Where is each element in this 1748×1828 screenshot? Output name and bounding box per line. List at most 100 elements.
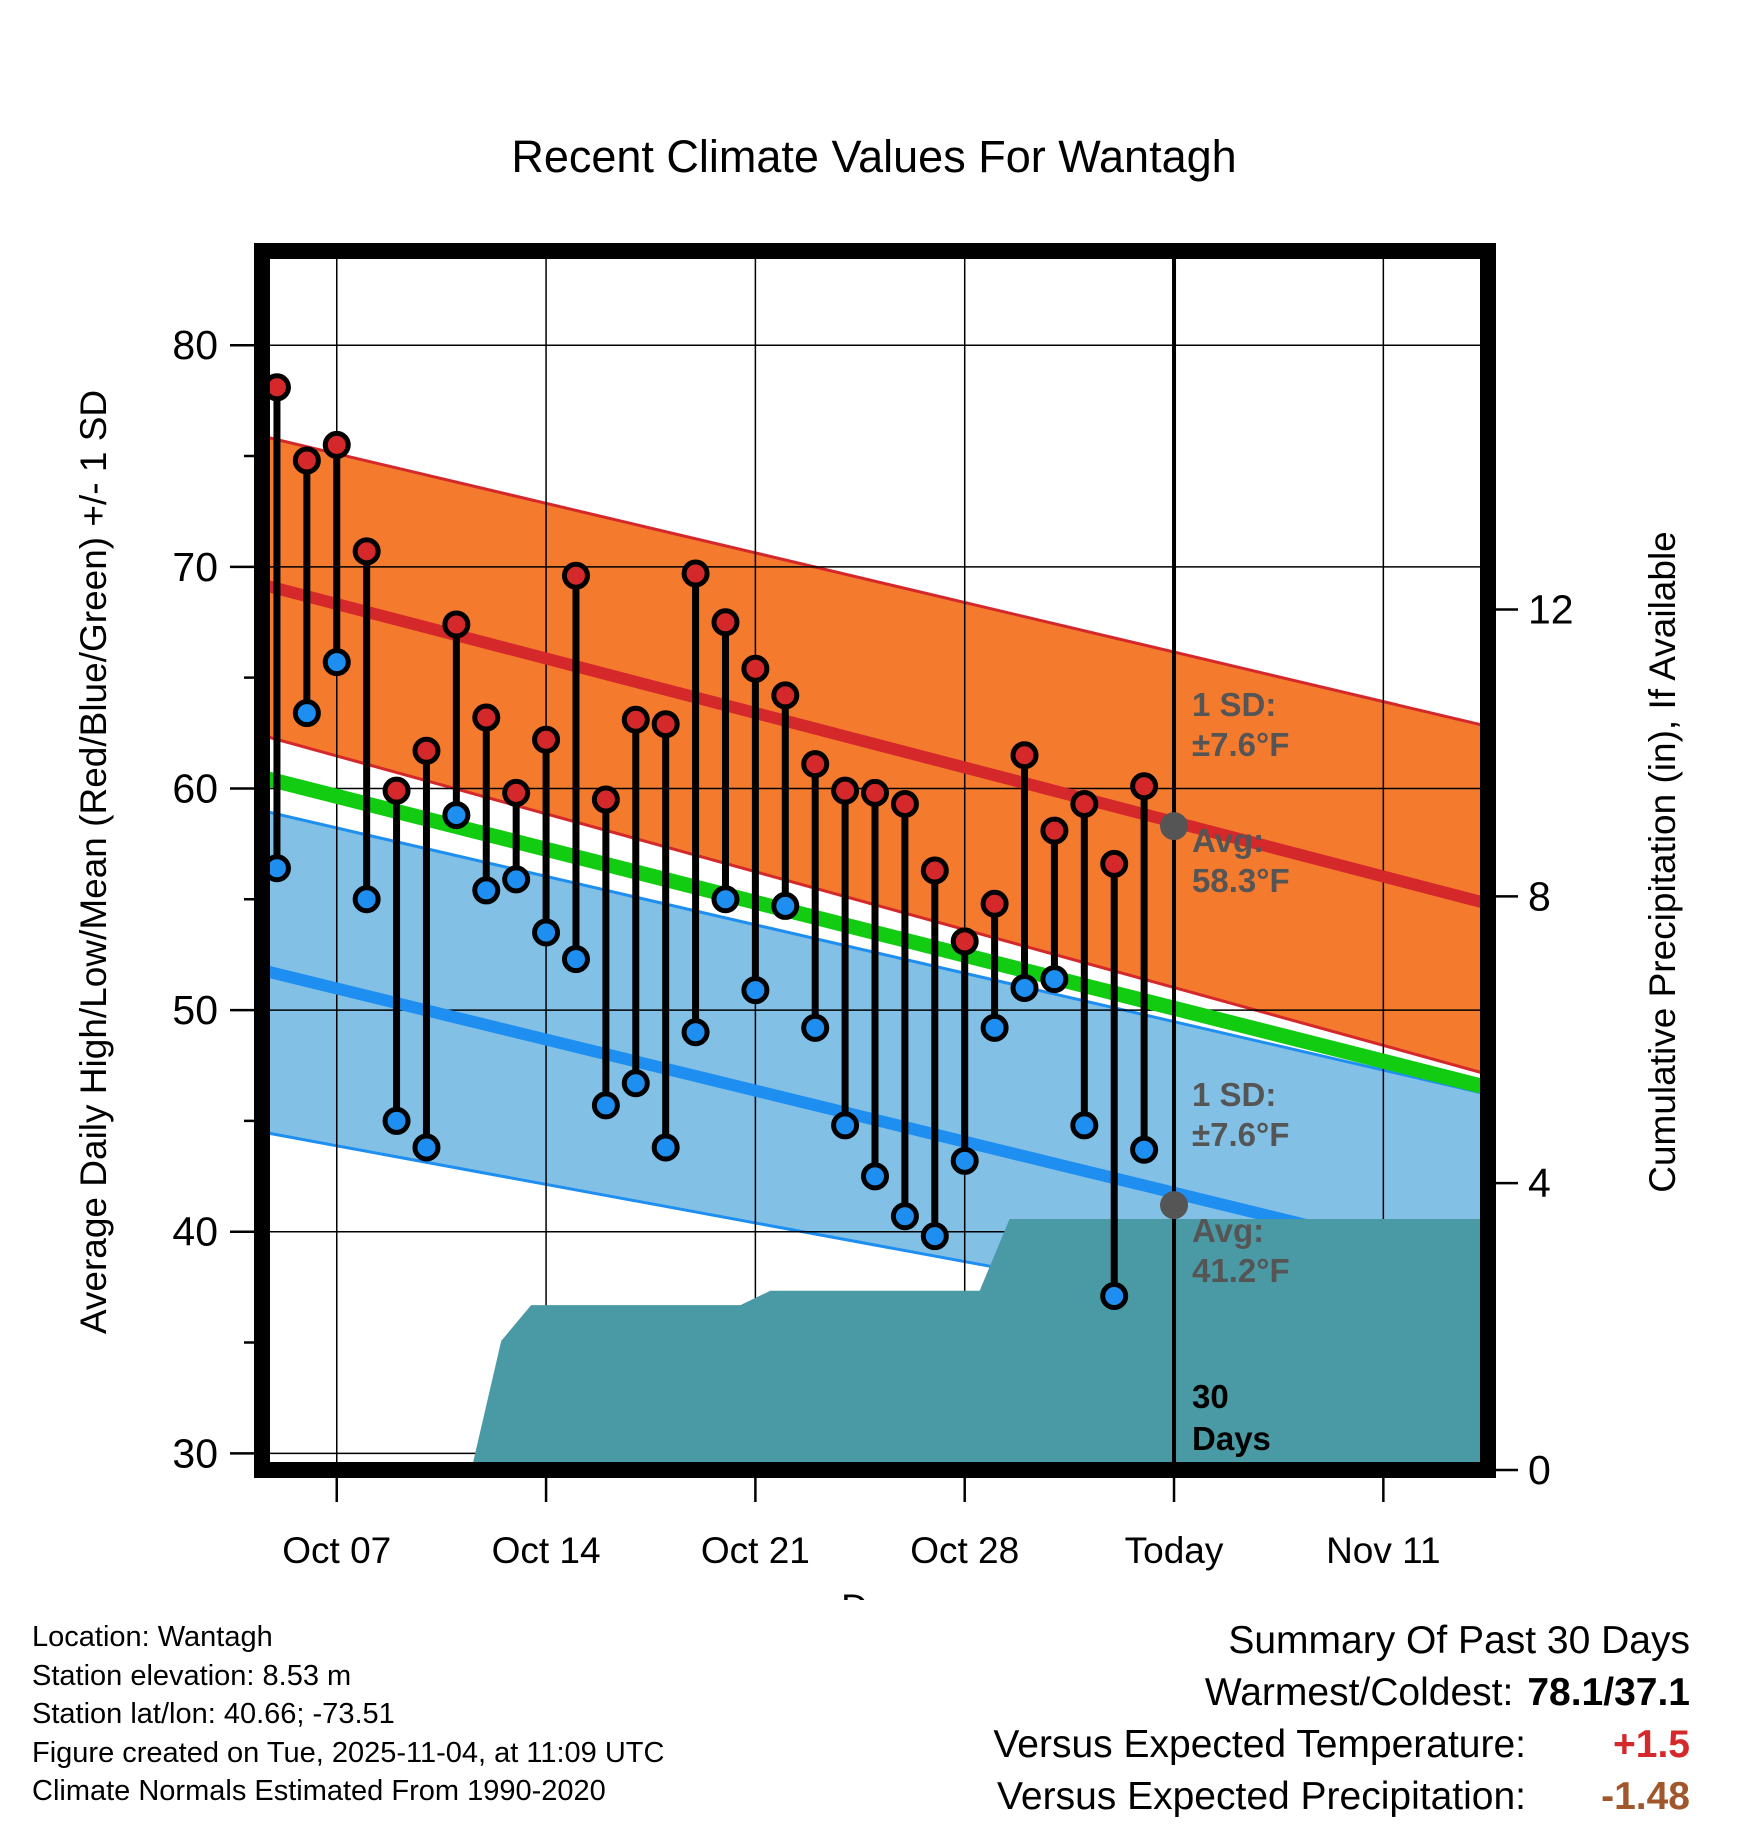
plot-frame — [254, 243, 1496, 1478]
y-tick-label: 50 — [172, 987, 218, 1033]
daily-high-dot — [292, 446, 321, 475]
daily-high-dot — [980, 889, 1009, 918]
daily-high-dot — [1070, 789, 1099, 818]
high-sd-upper-edge — [262, 434, 1488, 728]
y2-tick-label: 0 — [1528, 1447, 1551, 1493]
high-sd-band — [262, 436, 1488, 1075]
summary-precip-row: Versus Expected Precipitation: -1.48 — [993, 1771, 1690, 1823]
daily-low-dot — [771, 891, 800, 920]
daily-high-dot — [741, 654, 770, 683]
daily-low-dot — [591, 1091, 620, 1120]
low-avg-value: 41.2°F — [1192, 1252, 1290, 1289]
y2-tick-label: 8 — [1528, 873, 1551, 919]
temp-anomaly-value: +1.5 — [1613, 1723, 1690, 1766]
daily-low-dot — [352, 885, 381, 914]
station-info: Location: Wantagh Station elevation: 8.5… — [32, 1618, 664, 1811]
daily-low-dot — [502, 865, 531, 894]
daily-high-dot — [771, 681, 800, 710]
x-tick-label: Oct 21 — [701, 1530, 810, 1571]
summary-heading: Summary Of Past 30 Days — [1228, 1619, 1690, 1662]
window-days-number: 30 — [1192, 1378, 1229, 1415]
high-normal-line — [262, 578, 1488, 910]
precip-anomaly-value: -1.48 — [1601, 1775, 1690, 1818]
daily-low-dot — [442, 801, 471, 830]
daily-high-dot — [1040, 816, 1069, 845]
daily-low-dot — [292, 699, 321, 728]
daily-high-dot — [831, 776, 860, 805]
daily-low-dot — [920, 1222, 949, 1251]
daily-high-dot — [621, 705, 650, 734]
y2-tick-label: 12 — [1528, 587, 1574, 633]
daily-high-dot — [1010, 741, 1039, 770]
x-tick-label: Oct 28 — [910, 1530, 1019, 1571]
latlon-text: Station lat/lon: 40.66; -73.51 — [32, 1698, 395, 1730]
daily-high-dot — [950, 927, 979, 956]
y-tick-label: 40 — [172, 1209, 218, 1255]
daily-low-dot — [741, 976, 770, 1005]
daily-low-dot — [980, 1013, 1009, 1042]
precip-anomaly-label: Versus Expected Precipitation: — [997, 1775, 1526, 1818]
climate-chart: Recent Climate Values For Wantagh 1 SD:±… — [73, 131, 1683, 1600]
high-sd-label: 1 SD: — [1192, 686, 1276, 723]
daily-high-dot — [472, 703, 501, 732]
daily-low-dot — [472, 876, 501, 905]
y2-axis-label: Cumulative Precipitation (in), If Availa… — [1642, 531, 1683, 1193]
x-tick-label: Nov 11 — [1326, 1530, 1441, 1571]
daily-high-dot — [412, 736, 441, 765]
chart-title: Recent Climate Values For Wantagh — [511, 131, 1236, 182]
daily-high-dot — [442, 610, 471, 639]
daily-high-dot — [651, 710, 680, 739]
y-tick-label: 30 — [172, 1430, 218, 1476]
window-days-label: Days — [1192, 1420, 1271, 1457]
daily-high-dot — [502, 778, 531, 807]
elevation-text: Station elevation: 8.53 m — [32, 1659, 352, 1692]
daily-low-dot — [950, 1146, 979, 1175]
low-sd-label: 1 SD: — [1192, 1076, 1276, 1113]
daily-high-dot — [1100, 849, 1129, 878]
y-tick-label: 60 — [172, 765, 218, 811]
daily-low-dot — [1010, 973, 1039, 1002]
daily-low-dot — [890, 1202, 919, 1231]
daily-high-dot — [711, 608, 740, 637]
daily-low-dot — [1100, 1282, 1129, 1311]
extremes-value: 78.1/37.1 — [1527, 1671, 1690, 1714]
daily-low-dot — [711, 885, 740, 914]
daily-low-dot — [1070, 1111, 1099, 1140]
x-tick-label: Oct 14 — [492, 1530, 601, 1571]
daily-low-dot — [801, 1013, 830, 1042]
daily-high-dot — [532, 725, 561, 754]
location-text: Location: Wantagh — [32, 1621, 273, 1653]
daily-low-dot — [651, 1133, 680, 1162]
daily-low-dot — [322, 648, 351, 677]
daily-high-dot — [920, 856, 949, 885]
high-avg-today-dot — [1160, 812, 1189, 841]
x-tick-label: Today — [1125, 1530, 1224, 1571]
extremes-label: Warmest/Coldest: — [1204, 1671, 1514, 1714]
low-avg-today-dot — [1160, 1191, 1189, 1220]
daily-low-dot — [1040, 965, 1069, 994]
daily-high-dot — [322, 430, 351, 459]
x-tick-label: Oct 07 — [282, 1530, 391, 1571]
daily-low-dot — [412, 1133, 441, 1162]
daily-low-dot — [831, 1111, 860, 1140]
low-sd-value: ±7.6°F — [1192, 1116, 1289, 1153]
low-avg-label: Avg: — [1192, 1212, 1264, 1249]
temp-anomaly-label: Versus Expected Temperature: — [993, 1723, 1526, 1766]
daily-high-dot — [890, 789, 919, 818]
summary-extremes-row: Warmest/Coldest: 78.1/37.1 — [993, 1667, 1690, 1719]
daily-low-dot — [561, 945, 590, 974]
daily-high-dot — [681, 559, 710, 588]
high-avg-label: Avg: — [1192, 822, 1264, 859]
y-axis-label: Average Daily High/Low/Mean (Red/Blue/Gr… — [73, 390, 114, 1334]
precip-area — [262, 1219, 1488, 1470]
daily-low-dot — [1130, 1135, 1159, 1164]
daily-low-dot — [681, 1018, 710, 1047]
daily-high-dot — [1130, 772, 1159, 801]
daily-high-dot — [352, 537, 381, 566]
normals-source-text: Climate Normals Estimated From 1990-2020 — [32, 1775, 606, 1807]
daily-high-dot — [591, 785, 620, 814]
daily-high-dot — [382, 776, 411, 805]
daily-high-dot — [801, 750, 830, 779]
daily-high-dot — [861, 778, 889, 807]
daily-low-dot — [861, 1162, 889, 1191]
